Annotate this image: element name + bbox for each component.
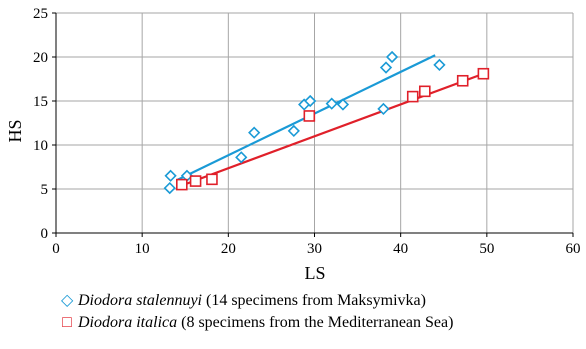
data-point-diamond (336, 98, 350, 111)
data-point-diamond (304, 94, 317, 108)
x-tick-label: 50 (479, 241, 494, 257)
legend-item-italica: □ Diodora italica (8 specimens from the M… (61, 314, 453, 332)
data-point-square (477, 67, 490, 80)
data-points (163, 50, 490, 195)
data-point-diamond (379, 61, 393, 74)
grid (55, 12, 574, 234)
legend-series-name: Diodora italica (78, 314, 178, 331)
legend-series-description: (8 specimens from the Mediterranean Sea) (181, 314, 454, 331)
y-tick-label: 20 (33, 50, 48, 66)
data-point-diamond (325, 97, 338, 110)
diamond-marker-icon: ◇ (61, 292, 74, 309)
data-point-square (303, 110, 316, 122)
trendline-series-2 (181, 72, 484, 187)
x-tick-label: 60 (566, 241, 581, 257)
x-tick-label: 20 (221, 241, 236, 257)
data-point-square (176, 178, 188, 191)
square-marker-icon: □ (62, 314, 72, 331)
data-point-diamond (385, 50, 399, 64)
data-point-square (206, 173, 218, 186)
data-point-diamond (235, 151, 248, 164)
x-tick-label: 0 (52, 241, 60, 257)
x-tick-label: 40 (393, 241, 408, 257)
y-tick-label: 15 (33, 94, 48, 110)
data-point-diamond (377, 102, 390, 116)
data-point-diamond (287, 124, 300, 138)
data-point-square (418, 85, 431, 98)
y-tick-label: 5 (41, 182, 49, 198)
data-point-diamond (164, 169, 177, 182)
legend-series-description: (14 specimens from Maksymivka) (206, 292, 426, 309)
data-point-square (406, 90, 419, 103)
x-tick-label: 10 (135, 241, 150, 257)
axes (52, 12, 574, 237)
y-tick-label: 25 (33, 6, 48, 22)
data-point-diamond (248, 126, 261, 139)
data-point-square (189, 175, 202, 187)
data-point-diamond (163, 181, 176, 195)
x-axis-label: LS (304, 263, 325, 283)
y-axis-label: HS (5, 119, 25, 142)
legend-item-stalennuyi: ◇ Diodora stalennuyi (14 specimens from M… (61, 290, 426, 310)
y-tick-label: 10 (33, 138, 48, 154)
legend-series-name: Diodora stalennuyi (78, 292, 202, 309)
data-point-diamond (433, 58, 446, 72)
tick-labels: 0 10 20 30 40 50 60 0 5 10 15 20 25 (33, 6, 581, 257)
data-point-square (456, 74, 469, 87)
trendlines (176, 54, 484, 187)
x-tick-label: 30 (307, 241, 322, 257)
y-tick-label: 0 (41, 226, 49, 242)
